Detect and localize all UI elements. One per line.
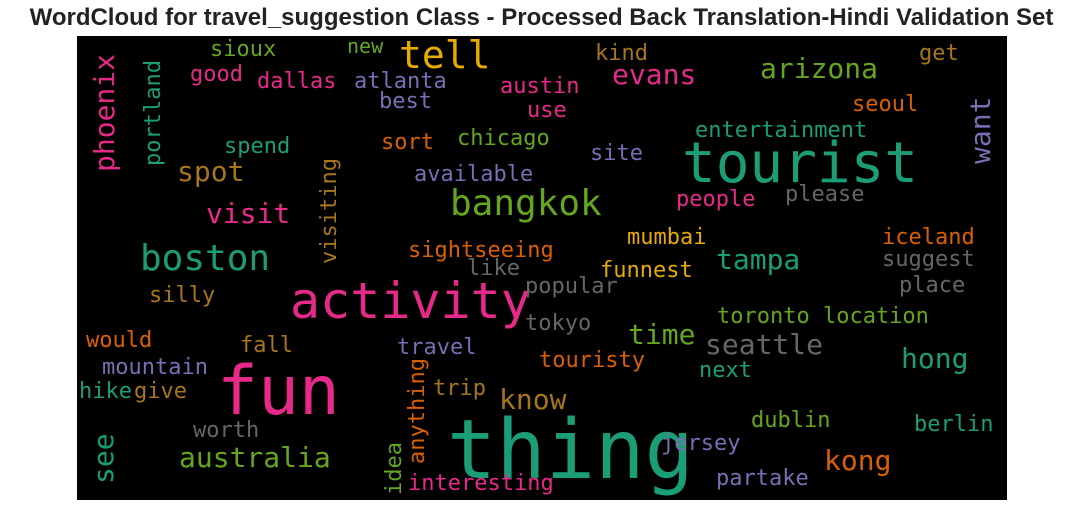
word-new: new xyxy=(347,36,384,58)
word-anything: anything xyxy=(405,358,430,464)
word-hike: hike xyxy=(79,379,132,404)
word-use: use xyxy=(527,98,567,123)
word-place: place xyxy=(899,273,966,298)
word-activity: activity xyxy=(290,272,531,330)
word-sightseeing: sightseeing xyxy=(408,238,554,263)
word-mountain: mountain xyxy=(102,355,208,380)
word-site: site xyxy=(590,141,643,166)
word-know: know xyxy=(499,383,567,416)
word-best: best xyxy=(379,89,432,114)
word-chicago: chicago xyxy=(457,126,550,151)
word-visiting: visiting xyxy=(317,158,342,264)
word-dallas: dallas xyxy=(257,69,337,94)
word-hong: hong xyxy=(901,342,969,375)
word-like: like xyxy=(467,256,520,281)
word-entertainment: entertainment xyxy=(695,118,868,143)
wordcloud-canvas: thing fun tourist activity bangkok boston tell… xyxy=(77,36,1007,500)
word-jersey: jersey xyxy=(661,431,741,456)
word-tampa: tampa xyxy=(716,243,801,276)
word-dublin: dublin xyxy=(751,408,831,433)
word-travel: travel xyxy=(397,335,477,360)
word-available: available xyxy=(414,162,534,187)
word-give: give xyxy=(134,379,187,404)
word-fall: fall xyxy=(240,333,293,358)
word-time: time xyxy=(628,318,696,351)
word-australia: australia xyxy=(179,441,331,474)
word-arizona: arizona xyxy=(760,52,879,85)
word-sort: sort xyxy=(381,130,434,155)
chart-title: WordCloud for travel_suggestion Class - … xyxy=(29,4,1054,31)
word-boston: boston xyxy=(140,238,271,279)
word-fun: fun xyxy=(217,352,340,431)
word-worth: worth xyxy=(193,418,260,443)
word-toronto-location: toronto location xyxy=(717,304,929,329)
word-visit: visit xyxy=(206,197,291,230)
word-touristy: touristy xyxy=(539,348,645,373)
word-partake: partake xyxy=(716,466,809,491)
word-evans: evans xyxy=(612,58,697,91)
word-bangkok: bangkok xyxy=(450,183,602,224)
word-suggest: suggest xyxy=(882,247,975,272)
word-see: see xyxy=(87,433,120,484)
word-spend: spend xyxy=(224,134,291,159)
word-austin: austin xyxy=(500,74,580,99)
word-silly: silly xyxy=(149,283,216,308)
word-kind: kind xyxy=(595,41,648,66)
word-tourist: tourist xyxy=(682,131,919,196)
word-next: next xyxy=(699,358,752,383)
word-kong: kong xyxy=(824,444,892,477)
word-people: people xyxy=(676,187,756,212)
word-iceland: iceland xyxy=(882,225,975,250)
word-thing: thing xyxy=(447,403,694,498)
word-tell: tell xyxy=(399,36,491,77)
word-seoul: seoul xyxy=(852,92,919,117)
word-seattle: seattle xyxy=(705,328,824,361)
word-good: good xyxy=(190,62,243,87)
word-interesting: interesting xyxy=(408,471,554,496)
word-mumbai: mumbai xyxy=(627,225,707,250)
word-tokyo: tokyo xyxy=(525,311,592,336)
word-phoenix: phoenix xyxy=(88,53,121,172)
word-trip: trip xyxy=(433,376,486,401)
word-spot: spot xyxy=(177,155,245,188)
word-want: want xyxy=(964,96,997,164)
word-funnest: funnest xyxy=(600,258,693,283)
word-get: get xyxy=(919,41,959,66)
word-popular: popular xyxy=(525,274,618,299)
word-sioux: sioux xyxy=(210,37,277,62)
word-berlin: berlin xyxy=(914,412,994,437)
word-atlanta: atlanta xyxy=(354,69,447,94)
word-idea: idea xyxy=(382,442,407,495)
word-portland: portland xyxy=(141,60,166,166)
word-would: would xyxy=(86,328,153,353)
word-please: please xyxy=(785,182,865,207)
